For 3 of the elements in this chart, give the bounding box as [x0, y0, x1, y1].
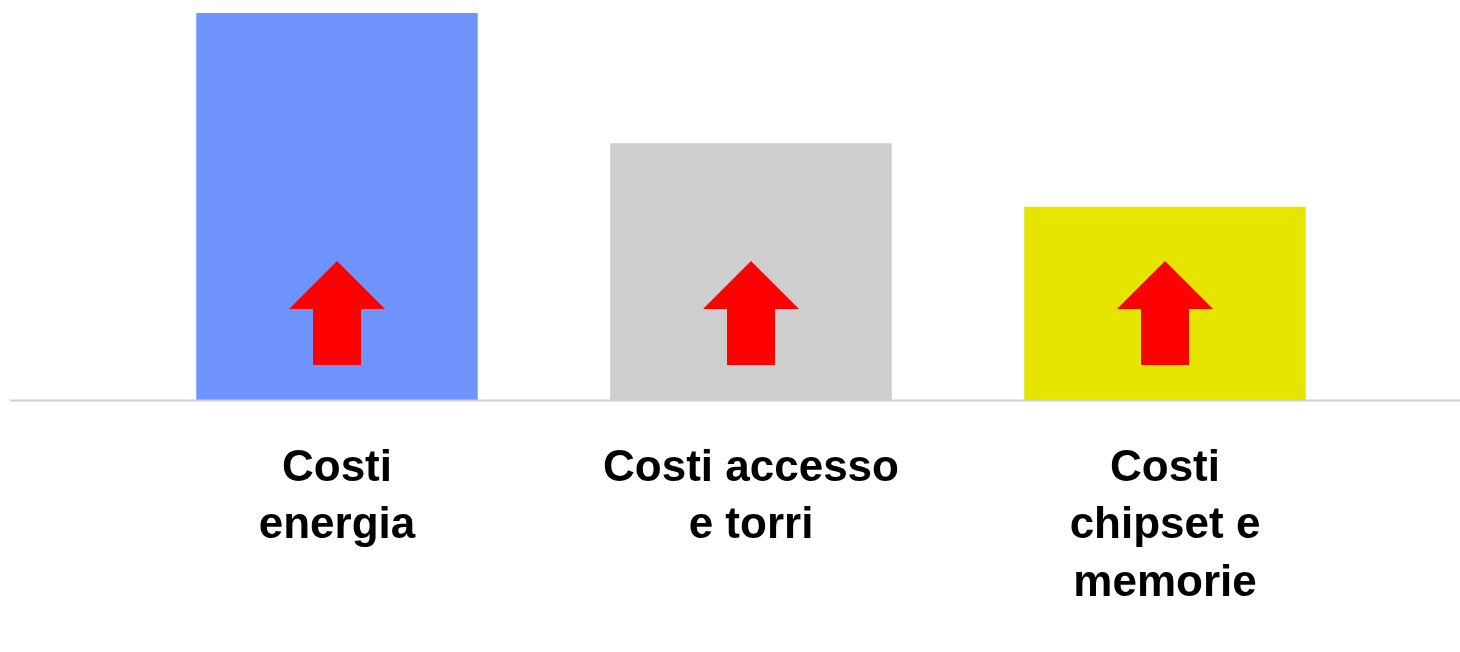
x-tick-label: Costi chipset e memorie	[1069, 441, 1261, 605]
x-tick-label: Costi accesso e torri	[603, 441, 899, 548]
x-tick-label: Costi energia	[258, 441, 416, 548]
